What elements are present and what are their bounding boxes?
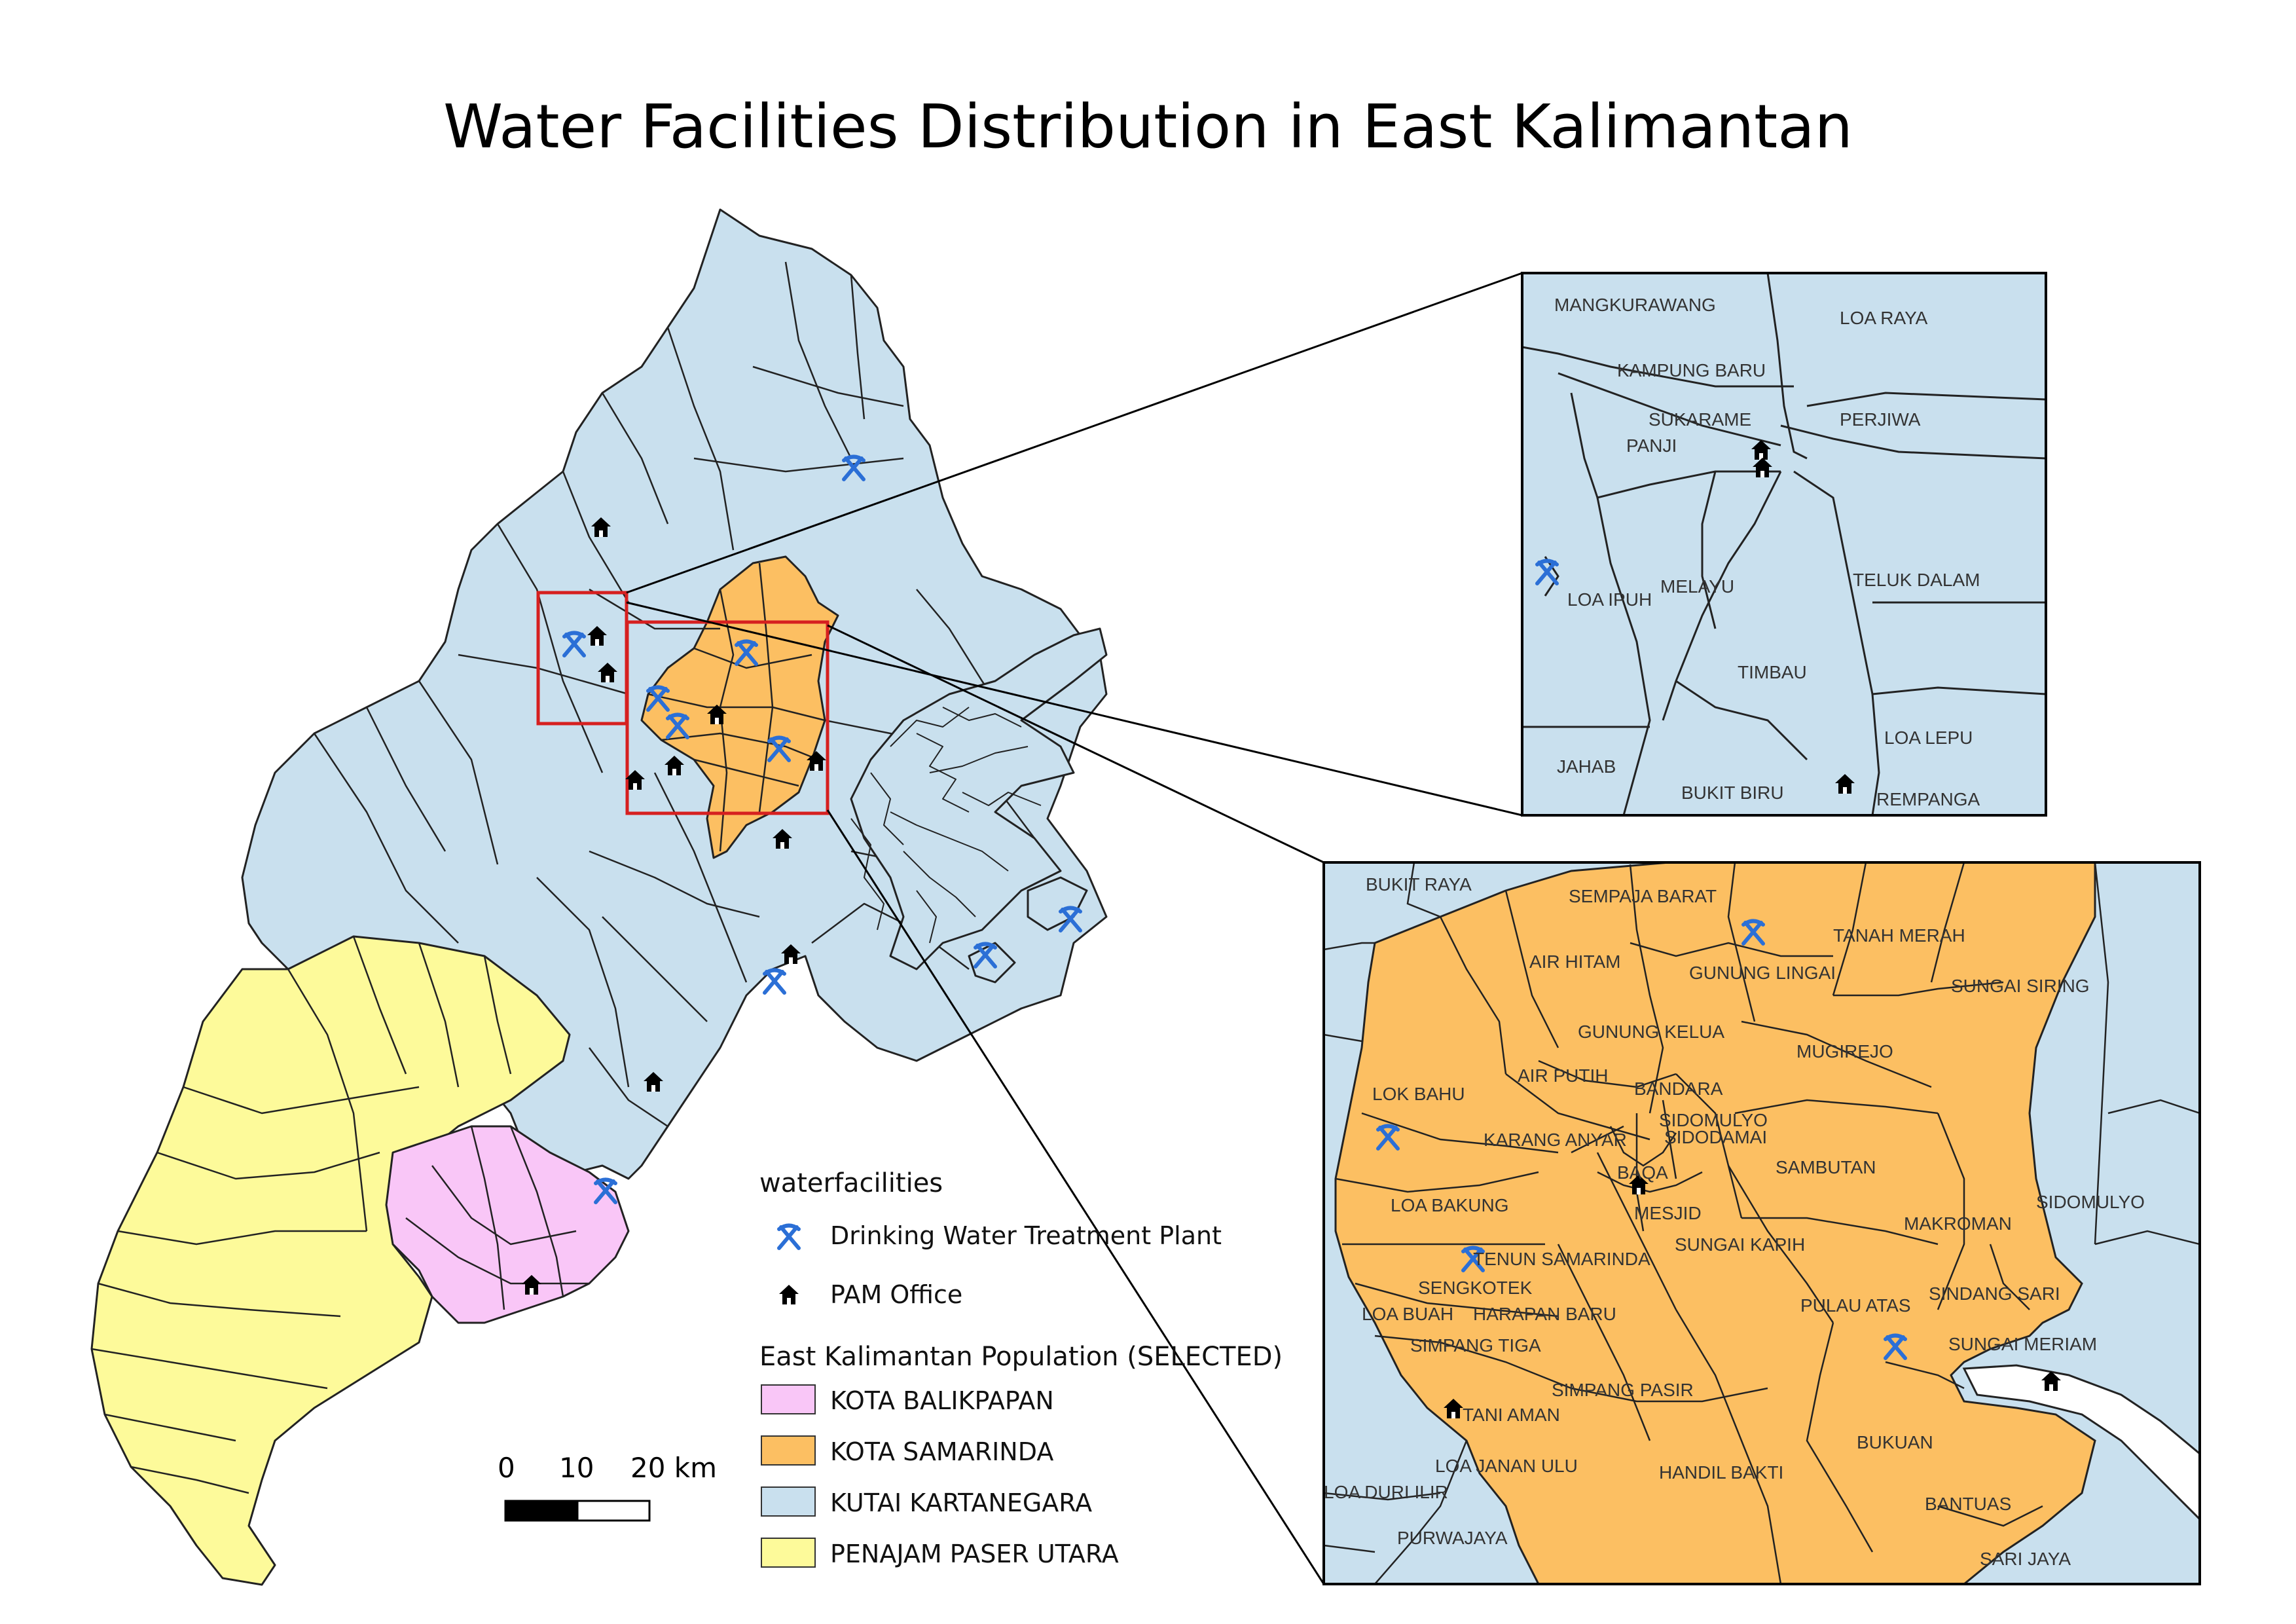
- label-sidomulyo-1: SIDOMULYO: [1659, 1110, 1768, 1130]
- label-loa-bakung: LOA BAKUNG: [1391, 1195, 1509, 1215]
- legend-treatment-plant: Drinking Water Treatment Plant: [830, 1221, 1222, 1250]
- label-bukit-biru: BUKIT BIRU: [1681, 783, 1784, 803]
- label-sambutan: SAMBUTAN: [1776, 1157, 1876, 1177]
- label-mugirejo: MUGIREJO: [1796, 1041, 1893, 1061]
- inset-samarinda: BUKIT RAYA SEMPAJA BARAT TANAH MERAH AIR…: [1322, 861, 2201, 1585]
- label-gunung-kelua: GUNUNG KELUA: [1578, 1022, 1724, 1042]
- label-panji: PANJI: [1626, 435, 1677, 456]
- label-mesjid: MESJID: [1634, 1203, 1702, 1223]
- scale-label-10: 10: [559, 1452, 594, 1484]
- label-lok-bahu: LOK BAHU: [1372, 1084, 1465, 1104]
- label-melayu: MELAYU: [1660, 576, 1734, 597]
- label-sungai-siring: SUNGAI SIRING: [1951, 976, 2090, 996]
- label-sengkotek: SENGKOTEK: [1418, 1278, 1533, 1298]
- label-loa-raya: LOA RAYA: [1840, 308, 1928, 328]
- label-sungai-meriam: SUNGAI MERIAM: [1948, 1334, 2097, 1354]
- label-air-putih: AIR PUTIH: [1518, 1065, 1608, 1086]
- label-teluk-dalam: TELUK DALAM: [1853, 570, 1980, 590]
- samarinda-area[interactable]: [1334, 862, 2096, 1584]
- legend-swatch-samarinda: [761, 1435, 816, 1466]
- label-sempaja-barat: SEMPAJA BARAT: [1569, 886, 1717, 906]
- scale-bar: 0 10 20 km: [498, 1452, 717, 1522]
- label-handil-bakti: HANDIL BAKTI: [1659, 1462, 1783, 1483]
- legend: waterfacilities Drinking Water Treatment…: [759, 1168, 1283, 1568]
- label-simpang-pasir: SIMPANG PASIR: [1552, 1380, 1694, 1400]
- legend-swatch-balikpapan: [761, 1384, 816, 1414]
- label-timbau: TIMBAU: [1738, 662, 1807, 682]
- inset-north: MANGKURAWANG LOA RAYA KAMPUNG BARU SUKAR…: [1521, 272, 2047, 817]
- label-karang-anyar: KARANG ANYAR: [1484, 1130, 1627, 1150]
- label-sindang-sari: SINDANG SARI: [1929, 1283, 2060, 1304]
- label-tenun-samarinda: TENUN SAMARINDA: [1473, 1249, 1650, 1269]
- frame-samarinda[interactable]: [625, 620, 829, 815]
- inset-frames: [536, 591, 829, 815]
- label-harapan-baru: HARAPAN BARU: [1473, 1304, 1616, 1324]
- label-makroman: MAKROMAN: [1904, 1213, 2012, 1234]
- label-sukarame: SUKARAME: [1649, 409, 1751, 430]
- region-penajam-paser-utara[interactable]: [90, 935, 571, 1586]
- legend-class-samarinda: KOTA SAMARINDA: [830, 1437, 1053, 1466]
- label-loa-ipuh: LOA IPUH: [1567, 589, 1652, 610]
- label-bukit-raya: BUKIT RAYA: [1366, 874, 1472, 895]
- pickaxe-icon[interactable]: [765, 970, 784, 993]
- label-pulau-atas: PULAU ATAS: [1800, 1295, 1911, 1316]
- label-tanah-merah: TANAH MERAH: [1833, 925, 1965, 946]
- samarinda-labels: BUKIT RAYA SEMPAJA BARAT TANAH MERAH AIR…: [1324, 874, 2145, 1569]
- label-bantuas: BANTUAS: [1925, 1494, 2011, 1514]
- label-baqa: BAQA: [1617, 1162, 1668, 1183]
- label-purwajaya: PURWAJAYA: [1397, 1528, 1508, 1548]
- label-gunung-lingai: GUNUNG LINGAI: [1689, 963, 1836, 983]
- label-mangkurawang: MANGKURAWANG: [1554, 295, 1716, 315]
- house-icon: [779, 1285, 799, 1304]
- label-air-hitam: AIR HITAM: [1529, 951, 1620, 972]
- legend-pam-office: PAM Office: [830, 1280, 962, 1309]
- label-loa-buah: LOA BUAH: [1362, 1304, 1453, 1324]
- legend-class-balikpapan: KOTA BALIKPAPAN: [830, 1386, 1054, 1415]
- leader-lines: [626, 272, 1523, 1585]
- legend-swatch-penajam: [761, 1538, 816, 1568]
- scale-label-0: 0: [498, 1452, 515, 1484]
- label-sari-jaya: SARI JAYA: [1980, 1549, 2071, 1569]
- main-map: [90, 208, 1108, 1586]
- label-sungai-kapih: SUNGAI KAPIH: [1675, 1234, 1805, 1255]
- label-sidomulyo-2: SIDOMULYO: [2036, 1192, 2145, 1212]
- label-loa-janan-ulu: LOA JANAN ULU: [1435, 1456, 1578, 1476]
- pickaxe-icon: [779, 1226, 799, 1249]
- label-jahab: JAHAB: [1557, 756, 1616, 777]
- legend-class-kutai: KUTAI KARTANEGARA: [830, 1488, 1092, 1517]
- label-sidodamai: SIDODAMAI: [1664, 1127, 1767, 1147]
- label-loa-duri-ilir: LOA DURI ILIR: [1324, 1482, 1448, 1502]
- legend-swatch-kutai: [761, 1486, 816, 1517]
- label-rempanga: REMPANGA: [1876, 789, 1980, 809]
- label-bandara: BANDARA: [1634, 1079, 1723, 1099]
- label-tani-aman: TANI AMAN: [1463, 1405, 1560, 1425]
- label-kampung-baru: KAMPUNG BARU: [1617, 360, 1766, 380]
- mahakam-river: [1962, 1364, 2200, 1521]
- map-title: Water Facilities Distribution in East Ka…: [443, 92, 1853, 162]
- mahakam-delta: [850, 627, 1108, 970]
- legend-population-heading: East Kalimantan Population (SELECTED): [759, 1342, 1283, 1372]
- label-loa-lepu: LOA LEPU: [1884, 728, 1973, 748]
- scale-label-20: 20 km: [630, 1452, 717, 1484]
- legend-facilities-heading: waterfacilities: [759, 1168, 943, 1198]
- label-bukuan: BUKUAN: [1857, 1432, 1933, 1452]
- label-perjiwa: PERJIWA: [1840, 409, 1921, 430]
- label-simpang-tiga: SIMPANG TIGA: [1410, 1335, 1541, 1356]
- legend-class-penajam: PENAJAM PASER UTARA: [830, 1540, 1119, 1568]
